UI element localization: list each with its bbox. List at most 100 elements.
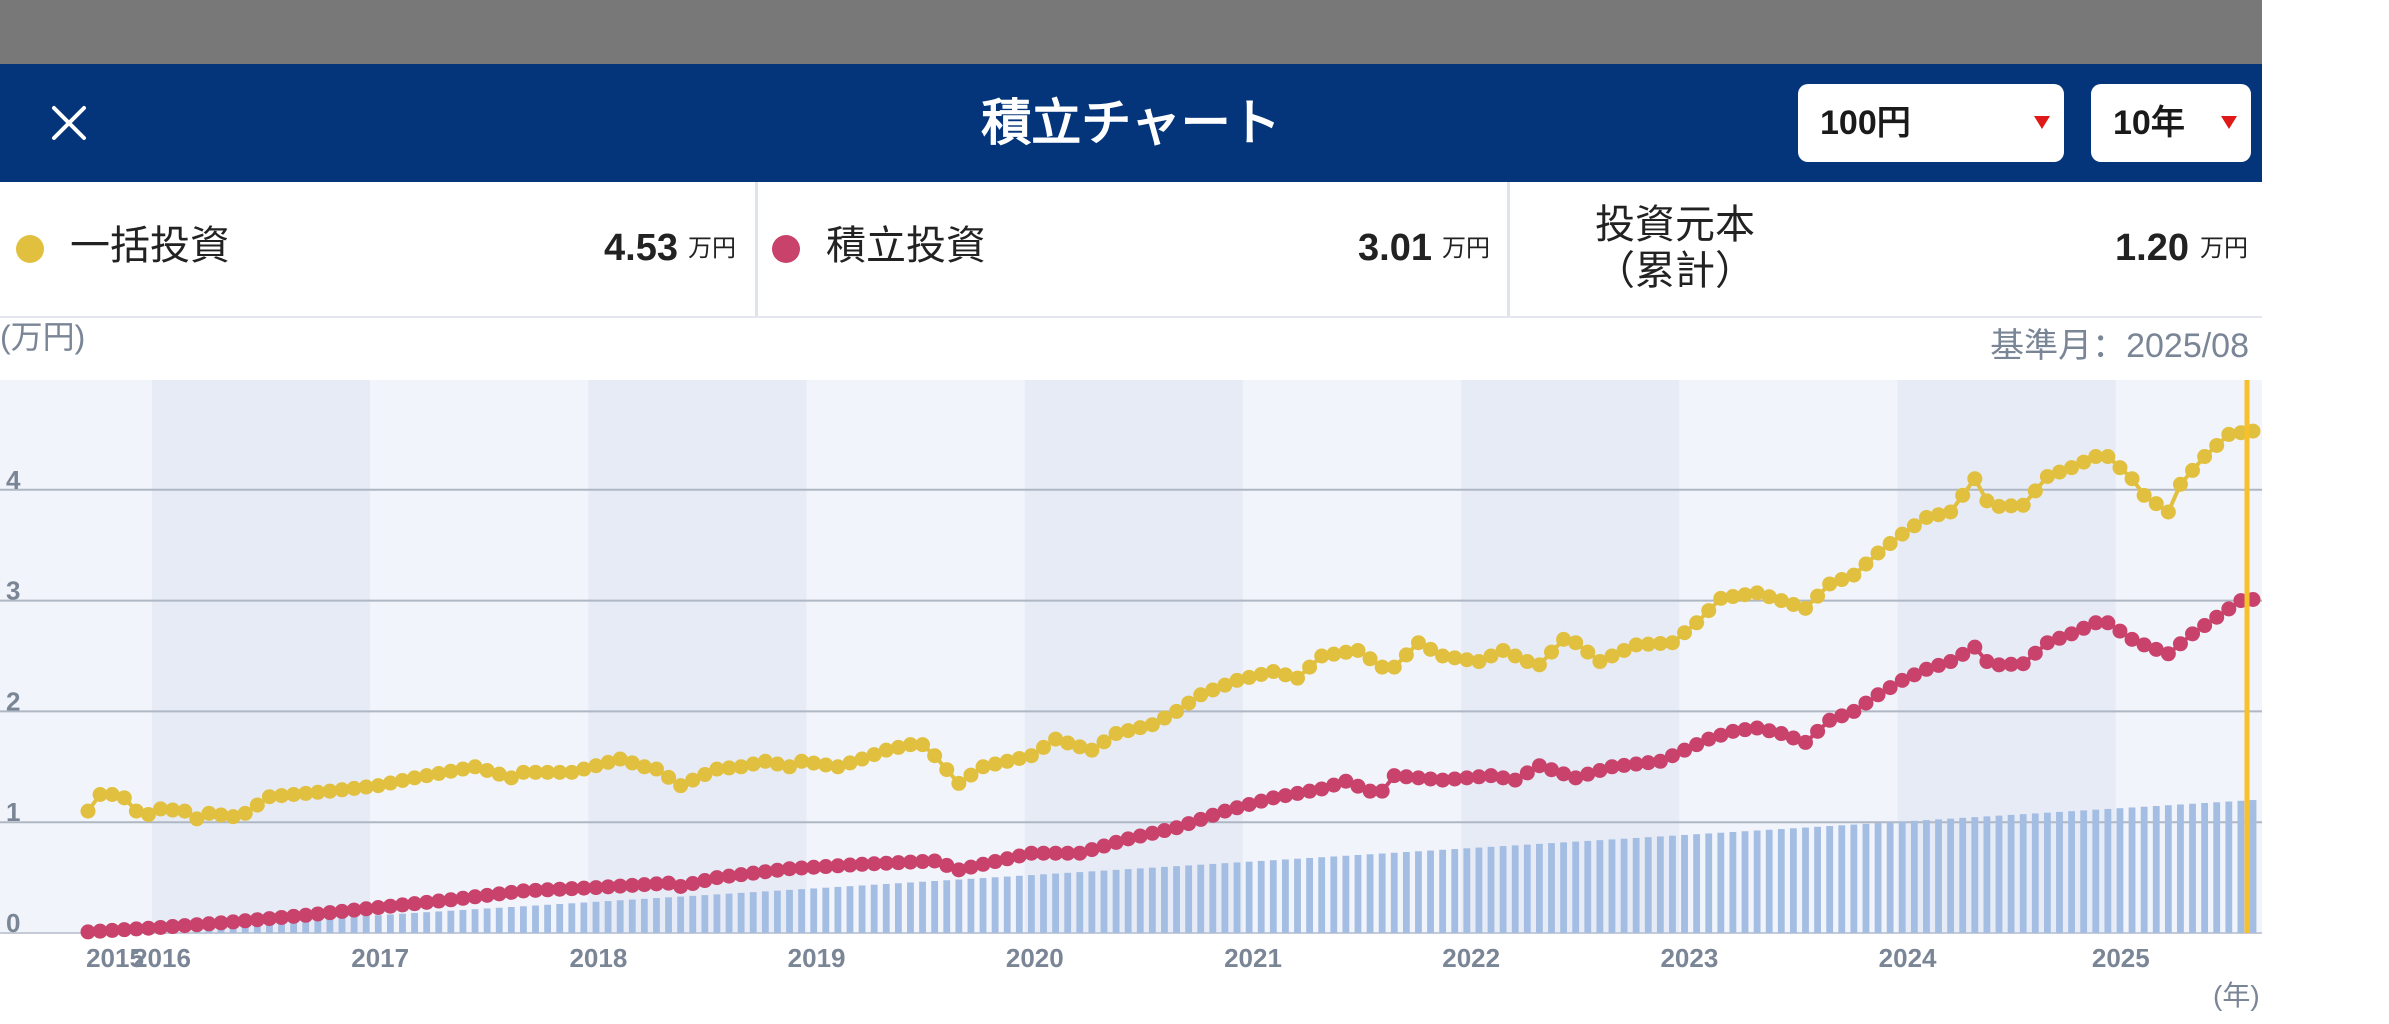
principal-bar [1511,845,1519,933]
data-point [1810,723,1826,739]
data-point [1447,650,1463,666]
data-point [1120,723,1136,739]
data-point [1386,768,1402,784]
principal-bar [1439,849,1447,933]
data-point [648,761,664,777]
data-point [854,751,870,767]
data-point [1713,727,1729,743]
period-select[interactable]: 10年 [2091,84,2251,162]
period-select-value: 10年 [2113,104,2185,142]
data-point [2221,601,2237,617]
data-point [467,759,483,775]
data-point [443,763,459,779]
principal-bar [1584,840,1592,933]
data-point [1701,603,1717,619]
data-point [2015,656,2031,672]
data-point [1967,639,1983,655]
principal-bar [1136,868,1144,933]
data-point [540,764,556,780]
data-point [1725,589,1741,605]
principal-bar [2201,803,2209,933]
data-point [286,787,302,802]
principal-bar [653,898,660,933]
x-tick-label: 2020 [1006,943,1064,973]
data-point [2051,630,2067,646]
data-point [1797,734,1813,750]
close-icon[interactable] [44,98,94,148]
principal-bar [1318,857,1326,933]
data-point [1205,682,1221,698]
data-point [806,859,822,875]
principal-bar [2213,802,2221,933]
lump-sum-label: 一括投資 [70,224,230,268]
data-point [104,787,120,802]
principal-bar [2237,800,2245,933]
data-point [394,772,410,788]
principal-bar [1789,828,1797,933]
data-point [528,764,544,780]
principal-bar [1402,852,1410,933]
data-point [1580,766,1596,782]
legend-lump-sum: 一括投資 4.53 万円 [0,182,753,316]
principal-bar [1233,862,1241,933]
principal-bar [1910,820,1918,933]
data-point [963,859,979,875]
principal-bar [1015,875,1023,933]
data-point [2160,646,2176,662]
data-point [1531,657,1547,673]
data-point [1253,793,1269,809]
data-point [673,778,689,794]
legend-principal: 投資元本 （累計） 1.20 万円 [1507,182,2265,316]
principal-bar [2068,811,2075,933]
data-point [310,784,326,800]
data-point [794,860,810,876]
principal-bar [822,887,830,933]
principal-bar [2116,808,2124,933]
data-point [927,853,943,869]
data-point [1144,825,1160,841]
data-point [1181,695,1197,711]
year-band [1897,380,2116,932]
principal-bar [1282,859,1289,933]
data-point [866,747,882,763]
principal-bar [1669,835,1676,933]
principal-bar [1161,866,1168,933]
data-point [1350,778,1366,794]
data-point [1773,726,1789,742]
data-point [491,886,507,902]
data-point [1410,635,1426,651]
data-point [1616,757,1632,773]
x-tick-label: 2021 [1224,943,1282,973]
principal-bar [1100,870,1108,933]
principal-bar [725,893,733,933]
data-point [1785,730,1801,746]
data-point [1556,631,1572,647]
data-point [1507,772,1523,788]
principal-unit: 万円 [2200,235,2248,262]
data-point [382,898,398,914]
data-point [2088,615,2104,631]
data-point [890,739,906,755]
principal-bar [991,877,999,933]
principal-bar [1548,843,1555,933]
accumulation-value: 3.01 [1358,227,1432,269]
data-point [1471,654,1487,670]
data-point [1967,471,1983,487]
x-tick-label: 2022 [1442,943,1500,973]
data-point [1289,785,1305,801]
amount-select[interactable]: 100円 [1798,84,2064,162]
data-point [1592,654,1608,670]
data-point [1193,687,1209,703]
data-point [1906,667,1922,683]
data-point [806,755,822,771]
data-point [1810,588,1826,604]
data-point [116,922,132,938]
principal-bar [858,885,866,933]
data-point [1108,834,1124,850]
data-point [2160,504,2176,520]
data-point [1386,659,1402,675]
principal-bar [1850,824,1858,933]
principal-bar [2225,801,2233,933]
data-point [1459,770,1475,786]
